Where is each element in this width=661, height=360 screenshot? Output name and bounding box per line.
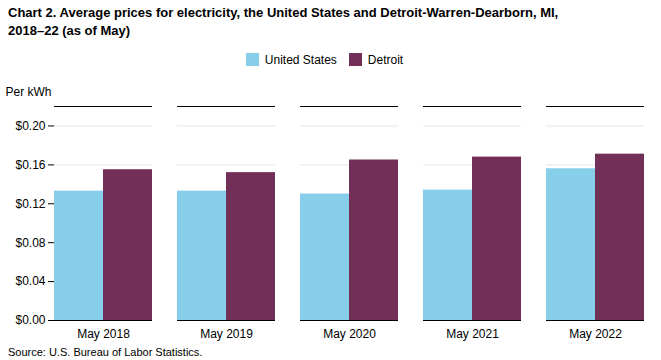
svg-text:$0.16: $0.16 [15,158,45,172]
svg-text:$0.20: $0.20 [15,119,45,133]
html-text:Source: U.S. Bureau of Labor S: Source: U.S. Bureau of Labor Statistics. [8,346,203,359]
html-text:Chart 2. Average prices for el: Chart 2. Average prices for electricity,… [8,5,559,38]
svg-text:May 2018: May 2018 [77,327,130,341]
svg-text:May 2021: May 2021 [446,327,499,341]
html-text:United States: United States [264,52,337,67]
svg-text:May 2020: May 2020 [323,327,376,341]
html-text:Detroit: Detroit [367,52,404,67]
svg-text:Per kWh: Per kWh [6,85,52,99]
svg-text:$0.08: $0.08 [15,236,45,250]
svg-text:$0.04: $0.04 [15,275,45,289]
svg-text:May 2019: May 2019 [200,327,253,341]
svg-text:$0.12: $0.12 [15,197,45,211]
svg-text:May 2022: May 2022 [569,327,622,341]
svg-text:$0.00: $0.00 [15,313,45,327]
